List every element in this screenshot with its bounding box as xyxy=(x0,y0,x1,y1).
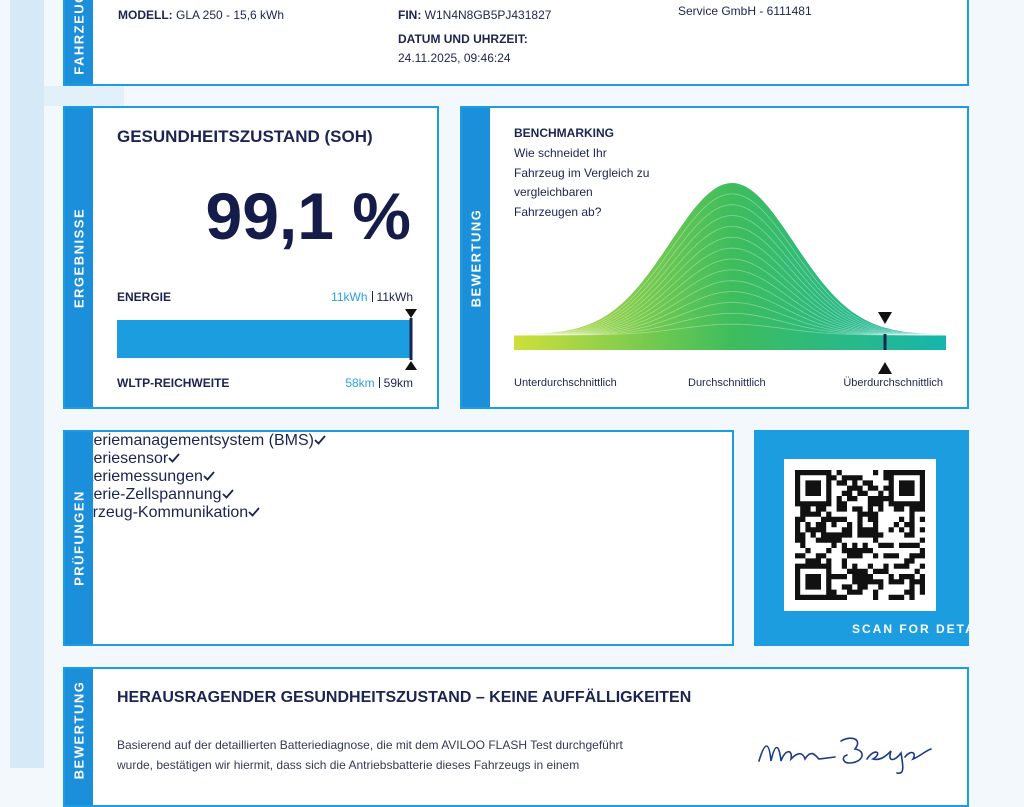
label: FIN: xyxy=(398,8,422,22)
side-strip: FAHRZEUG xyxy=(65,0,93,84)
scale-mid: Durchschnittlich xyxy=(688,377,766,389)
bell-curve xyxy=(513,183,947,374)
text-line: wurde, bestätigen wir hiermit, dass sich… xyxy=(117,758,580,772)
check-row: Batteriesensor xyxy=(65,450,732,468)
model: MODELL: GLA 250 - 15,6 kWh xyxy=(118,8,284,22)
energy-current: 11kWh xyxy=(331,290,368,304)
side-label: PRÜFUNGEN xyxy=(71,490,87,586)
curve-line xyxy=(513,215,946,336)
curve-line xyxy=(514,301,946,336)
side-label: FAHRZEUG xyxy=(71,0,87,75)
side-strip: ERGEBNISSE xyxy=(65,108,93,407)
soh-value: 99,1 % xyxy=(205,179,411,253)
energy-nominal: 11kWh xyxy=(376,290,413,304)
vehicle-panel: FAHRZEUG MODELL: GLA 250 - 15,6 kWh FIN:… xyxy=(63,0,969,86)
benchmark-title: BENCHMARKING xyxy=(514,126,614,140)
energy-bar xyxy=(117,309,417,370)
energy-values: 11kWh 11kWh xyxy=(331,290,413,304)
qr-caption-text: SCAN FOR DETAILS xyxy=(852,622,969,636)
question-line: Wie schneidet Ihr xyxy=(514,146,607,160)
check-row: Batteriemanagementsystem (BMS) xyxy=(65,432,732,450)
bar-fill xyxy=(117,320,411,358)
curve-line xyxy=(514,258,947,336)
curve-line xyxy=(514,204,947,336)
marker-bottom xyxy=(878,362,892,374)
text-line: Basierend auf der detaillierten Batterie… xyxy=(117,738,623,752)
side-label: ERGEBNISSE xyxy=(71,207,87,308)
curve-line xyxy=(514,247,946,336)
curve-line xyxy=(514,269,946,336)
question-line: Fahrzeugen ab? xyxy=(514,204,602,219)
curve-line xyxy=(514,236,946,336)
signature xyxy=(758,737,932,775)
datetime-value: 24.11.2025, 09:46:24 xyxy=(398,51,511,65)
check-label: Batteriemanagementsystem (BMS) xyxy=(65,432,314,449)
range-current: 58km xyxy=(345,376,375,390)
check-icon xyxy=(314,435,326,445)
check-icon xyxy=(221,489,234,499)
check-label: Batterie-Zellspannung xyxy=(65,486,222,503)
check-label: Batteriemessungen xyxy=(65,468,203,485)
background-band xyxy=(44,86,124,106)
qr-frame xyxy=(784,459,936,611)
soh-title: GESUNDHEITSZUSTAND (SOH) xyxy=(117,127,373,146)
curve-line xyxy=(514,225,947,336)
scale-high: Überdurchschnittlich xyxy=(843,377,943,389)
separator xyxy=(378,377,380,388)
check-row: Fahrzeug-Kommunikation xyxy=(65,504,732,522)
check-label: Fahrzeug-Kommunikation xyxy=(65,504,249,521)
checks-panel: PRÜFUNGEN Batteriemanagementsystem (BMS)… xyxy=(63,430,734,646)
results-panel: ERGEBNISSE GESUNDHEITSZUSTAND (SOH) 99,1… xyxy=(63,106,439,409)
label: MODELL: xyxy=(118,8,173,22)
page: FAHRZEUG MODELL: GLA 250 - 15,6 kWh FIN:… xyxy=(10,0,969,807)
value: GLA 250 - 15,6 kWh xyxy=(176,8,285,22)
side-label: BEWERTUNG xyxy=(71,680,87,780)
curve-line xyxy=(514,312,946,336)
curve-line xyxy=(514,323,946,336)
rating-panel: BEWERTUNG BENCHMARKING Wie schneidet Ihr… xyxy=(460,106,969,409)
curve-line xyxy=(514,291,946,336)
curve-line xyxy=(513,193,947,336)
qr-panel: SCAN FOR DETAILS xyxy=(754,430,969,646)
range-values: 58km 59km xyxy=(345,376,413,390)
side-strip: BEWERTUNG xyxy=(65,669,93,805)
qr-code xyxy=(795,470,925,600)
side-strip: BEWERTUNG xyxy=(462,108,490,407)
background-stripe xyxy=(10,0,44,768)
curve-area xyxy=(514,183,946,350)
energy-label: ENERGIE xyxy=(117,290,172,304)
marker-top xyxy=(405,309,417,318)
check-icon xyxy=(168,453,180,463)
curve-line xyxy=(514,280,946,336)
assessment-panel: BEWERTUNG HERAUSRAGENDER GESUNDHEITSZUST… xyxy=(63,667,969,807)
value: W1N4N8GB5PJ431827 xyxy=(424,8,552,22)
check-icon xyxy=(248,507,260,517)
assessment-heading: HERAUSRAGENDER GESUNDHEITSZUSTAND – KEIN… xyxy=(117,689,692,706)
range-label: WLTP-REICHWEITE xyxy=(117,376,230,390)
qr-caption: SCAN FOR DETAILS xyxy=(852,622,969,636)
marker-top xyxy=(878,312,892,324)
side-strip: PRÜFUNGEN xyxy=(65,432,93,644)
benchmark-question: Wie schneidet Ihr Fahrzeug im Vergleich z… xyxy=(514,144,649,222)
range-nominal: 59km xyxy=(383,376,413,390)
datetime-label: DATUM UND UHRZEIT: xyxy=(398,32,528,46)
scale-low: Unterdurchschnittlich xyxy=(514,377,617,389)
service: Service GmbH - 6111481 xyxy=(678,4,812,18)
marker-bottom xyxy=(405,361,417,370)
question-line: Fahrzeug im Vergleich zu xyxy=(514,165,650,180)
curve-lines xyxy=(513,193,947,336)
fin: FIN: W1N4N8GB5PJ431827 xyxy=(398,8,551,22)
check-icon xyxy=(203,471,215,481)
check-row: Batterie-Zellspannung xyxy=(65,486,732,504)
separator xyxy=(371,291,373,302)
assessment-text: Basierend auf der detaillierten Batterie… xyxy=(117,735,623,775)
check-row: Batteriemessungen xyxy=(65,468,732,486)
question-line: vergleichbaren xyxy=(514,185,593,199)
